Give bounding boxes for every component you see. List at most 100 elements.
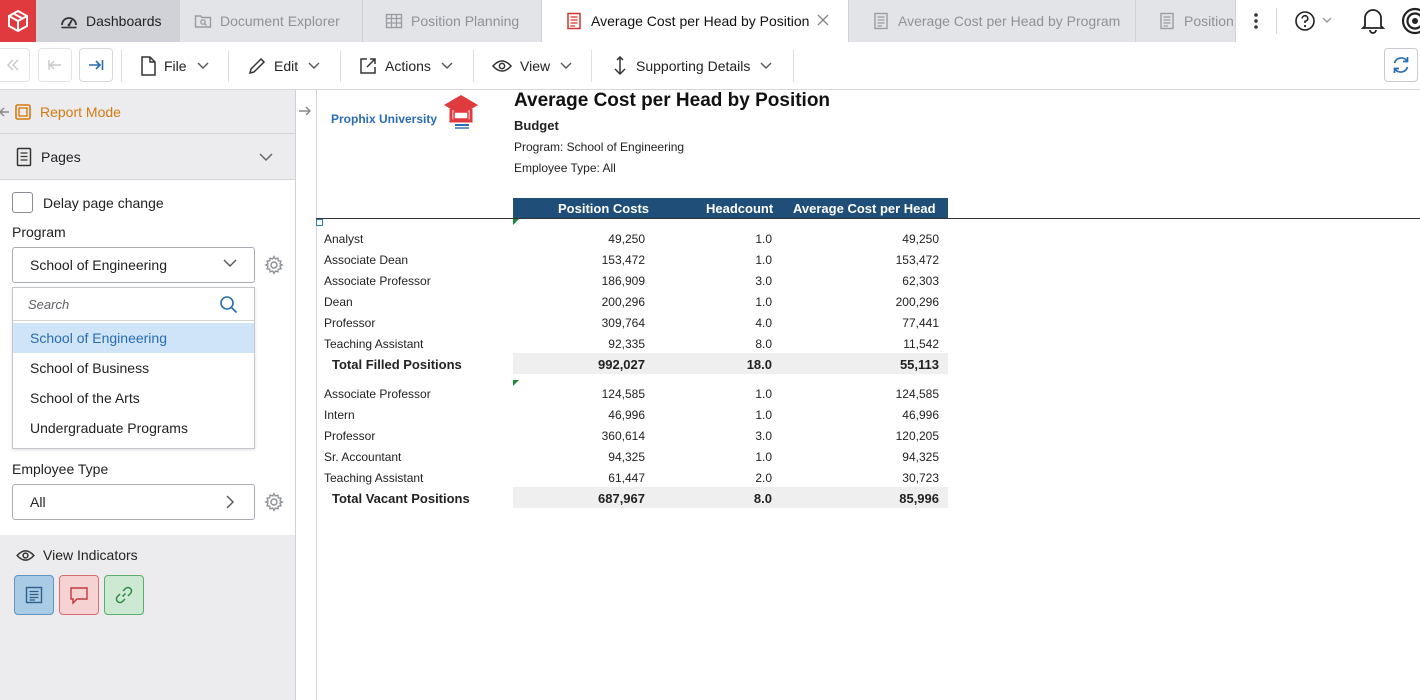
document-indicator-toggle[interactable] <box>14 575 54 615</box>
comment-icon <box>70 587 88 605</box>
forward-button[interactable] <box>79 48 113 82</box>
close-icon[interactable] <box>816 13 830 27</box>
total-average[interactable]: 85,996 <box>899 491 939 506</box>
cell-cost[interactable]: 186,909 <box>601 274 645 288</box>
row-label: Associate Dean <box>324 253 409 267</box>
total-average[interactable]: 55,113 <box>899 357 939 372</box>
cell-comment-marker[interactable] <box>513 380 519 386</box>
tab-average-cost-by-position[interactable]: Average Cost per Head by Position <box>542 0 849 42</box>
chevron-down-icon[interactable] <box>1322 17 1332 24</box>
cell-average[interactable]: 30,723 <box>902 471 939 485</box>
total-headcount[interactable]: 18.0 <box>746 357 772 372</box>
tab-document-explorer[interactable]: Document Explorer <box>180 0 363 42</box>
gear-icon[interactable] <box>264 255 284 275</box>
refresh-icon <box>1393 57 1409 73</box>
cell-average[interactable]: 94,325 <box>902 450 939 464</box>
delay-page-change-checkbox[interactable] <box>12 192 33 213</box>
arrow-left-icon[interactable] <box>0 106 10 118</box>
total-cost[interactable]: 687,967 <box>598 491 645 506</box>
actions-menu[interactable]: Actions <box>359 42 453 89</box>
cube-logo-icon <box>8 9 28 33</box>
gear-icon[interactable] <box>264 492 284 512</box>
report-canvas <box>316 90 1420 700</box>
double-chevron-left-icon <box>7 59 19 71</box>
cell-cost[interactable]: 309,764 <box>601 316 645 330</box>
view-menu[interactable]: View <box>492 42 572 89</box>
dropdown-option[interactable]: School of Engineering <box>13 323 254 353</box>
cell-cost[interactable]: 124,585 <box>601 387 645 401</box>
cell-selection-handle[interactable] <box>316 219 323 226</box>
tab-dashboards[interactable]: Dashboards <box>36 0 180 42</box>
cell-cost[interactable]: 49,250 <box>608 232 645 246</box>
cell-headcount[interactable]: 1.0 <box>755 253 772 267</box>
employee-type-label: Employee Type <box>12 461 109 477</box>
first-page-button[interactable] <box>0 48 30 82</box>
cell-average[interactable]: 11,542 <box>903 337 939 351</box>
cell-cost[interactable]: 200,296 <box>601 295 645 309</box>
cell-headcount[interactable]: 1.0 <box>755 408 772 422</box>
tab-average-cost-by-program[interactable]: Average Cost per Head by Program <box>849 0 1136 42</box>
report-mode-row[interactable]: Report Mode <box>0 90 295 134</box>
divider <box>340 50 341 82</box>
report-program-line: Program: School of Engineering <box>514 140 685 154</box>
dropdown-option[interactable]: School of the Arts <box>30 390 140 406</box>
pages-section-header[interactable]: Pages <box>0 134 295 180</box>
cell-headcount[interactable]: 1.0 <box>755 450 772 464</box>
expand-panel-arrow-icon[interactable] <box>298 104 312 118</box>
cell-cost[interactable]: 61,447 <box>608 471 645 485</box>
cell-headcount[interactable]: 8.0 <box>755 337 772 351</box>
cell-average[interactable]: 124,585 <box>895 387 939 401</box>
cell-average[interactable]: 62,303 <box>902 274 939 288</box>
user-avatar-icon[interactable] <box>1400 6 1420 36</box>
cell-average[interactable]: 46,996 <box>902 408 939 422</box>
edit-menu[interactable]: Edit <box>248 42 320 89</box>
cell-headcount[interactable]: 3.0 <box>755 429 772 443</box>
dropdown-search-input[interactable]: Search <box>13 288 254 321</box>
tab-position[interactable]: Position <box>1136 0 1236 42</box>
file-menu-label: File <box>164 57 187 74</box>
total-cost[interactable]: 992,027 <box>598 357 645 372</box>
grid-icon <box>385 13 403 29</box>
tab-label: Average Cost per Head by Program <box>898 13 1121 29</box>
cell-headcount[interactable]: 3.0 <box>755 274 772 288</box>
link-indicator-toggle[interactable] <box>104 575 144 615</box>
supporting-details-menu[interactable]: Supporting Details <box>612 42 772 89</box>
cell-headcount[interactable]: 1.0 <box>755 387 772 401</box>
back-button[interactable] <box>38 48 72 82</box>
divider <box>1276 8 1277 34</box>
table-row: Analyst 49,250 1.0 49,250 <box>316 228 948 249</box>
cell-headcount[interactable]: 1.0 <box>755 232 772 246</box>
file-menu[interactable]: File <box>140 42 209 89</box>
cell-average[interactable]: 77,441 <box>902 316 939 330</box>
dropdown-option[interactable]: School of Business <box>30 360 150 376</box>
search-icon <box>220 296 238 314</box>
dropdown-option[interactable]: Undergraduate Programs <box>30 420 188 436</box>
total-headcount[interactable]: 8.0 <box>753 491 772 506</box>
employee-type-select[interactable]: All <box>12 484 255 520</box>
app-logo[interactable] <box>0 0 36 42</box>
cell-average[interactable]: 49,250 <box>902 232 939 246</box>
cell-headcount[interactable]: 4.0 <box>755 316 772 330</box>
cell-cost[interactable]: 92,335 <box>608 337 645 351</box>
bell-icon[interactable] <box>1360 6 1386 34</box>
cell-cost[interactable]: 46,996 <box>608 408 645 422</box>
cell-average[interactable]: 120,205 <box>895 429 939 443</box>
cell-cost[interactable]: 360,614 <box>601 429 645 443</box>
cell-headcount[interactable]: 2.0 <box>755 471 772 485</box>
cell-average[interactable]: 153,472 <box>895 253 939 267</box>
help-icon[interactable] <box>1294 10 1316 32</box>
cell-comment-marker[interactable] <box>513 219 519 225</box>
refresh-button[interactable] <box>1384 48 1418 82</box>
report-mode-icon <box>15 103 31 120</box>
table-row: Dean 200,296 1.0 200,296 <box>316 291 948 312</box>
document-lines-icon <box>25 586 43 604</box>
tab-position-planning[interactable]: Position Planning <box>363 0 542 42</box>
pages-label: Pages <box>41 148 81 165</box>
more-vertical-icon[interactable] <box>1252 12 1260 30</box>
cell-headcount[interactable]: 1.0 <box>755 295 772 309</box>
comment-indicator-toggle[interactable] <box>59 575 99 615</box>
program-select[interactable]: School of Engineering <box>12 247 255 283</box>
cell-cost[interactable]: 153,472 <box>601 253 645 267</box>
cell-average[interactable]: 200,296 <box>895 295 939 309</box>
cell-cost[interactable]: 94,325 <box>608 450 645 464</box>
